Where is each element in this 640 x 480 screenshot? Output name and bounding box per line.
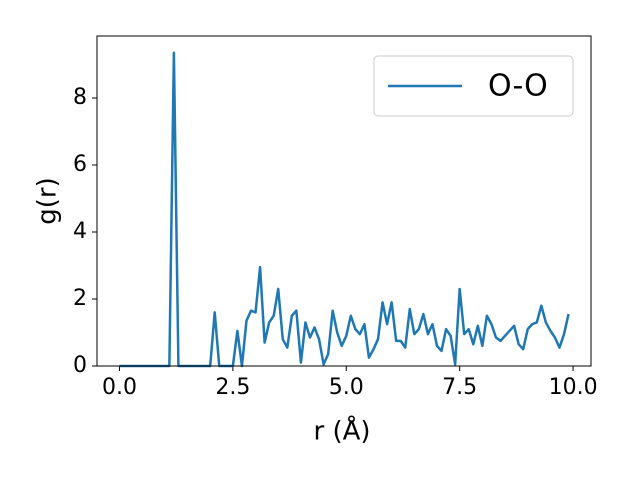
axes-frame — [96, 35, 592, 367]
y-tick-label: 4 — [73, 219, 87, 244]
legend-label: O-O — [488, 69, 548, 104]
y-axis-label: g(r) — [33, 177, 63, 224]
y-tick-label: 8 — [73, 85, 87, 110]
y-tick-label: 6 — [73, 152, 87, 177]
x-tick-label: 2.5 — [215, 375, 250, 400]
x-tick-label: 7.5 — [442, 375, 477, 400]
y-tick-label: 2 — [73, 286, 87, 311]
x-axis-label: r (Å) — [313, 415, 370, 447]
x-tick-label: 5.0 — [329, 375, 364, 400]
x-tick-label: 0.0 — [102, 375, 137, 400]
y-tick-label: 0 — [73, 353, 87, 378]
legend-box — [373, 55, 574, 117]
x-tick-label: 10.0 — [549, 375, 598, 400]
